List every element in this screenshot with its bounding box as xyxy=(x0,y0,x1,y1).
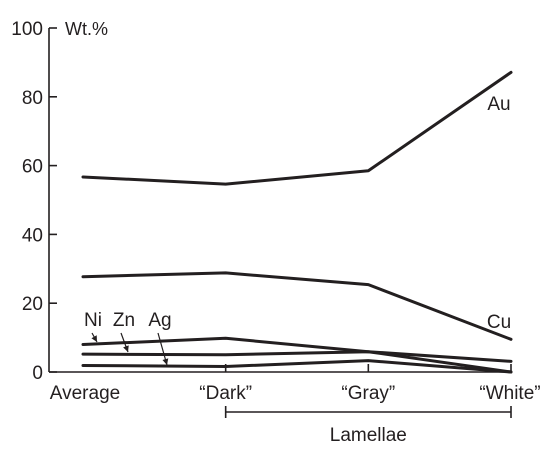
y-tick-label: 20 xyxy=(22,294,43,315)
pointer-arrowhead-ag xyxy=(162,358,169,365)
y-tick-label: 100 xyxy=(11,19,43,40)
series-line-ag xyxy=(81,359,513,374)
series-line-cu xyxy=(81,271,513,341)
series-line-au xyxy=(81,70,513,186)
y-tick-label: 40 xyxy=(22,225,43,246)
x-tick-label: “Dark” xyxy=(199,383,252,404)
y-tick-label: 60 xyxy=(22,157,43,178)
series-label-au: Au xyxy=(487,94,510,115)
series-line-ni xyxy=(81,336,513,374)
x-tick-label: “Gray” xyxy=(341,383,395,404)
series-label-ni: Ni xyxy=(84,310,102,331)
series-label-ag: Ag xyxy=(148,310,171,331)
series-label-zn: Zn xyxy=(113,310,135,331)
y-axis-unit-label: Wt.% xyxy=(65,19,108,39)
series-lines: Au Cu Ni Zn Ag xyxy=(81,70,513,374)
x-ticks: Average “Dark” “Gray” “White” xyxy=(50,364,541,404)
lamellae-bracket: Lamellae xyxy=(224,406,512,446)
bracket-label: Lamellae xyxy=(330,425,407,446)
axes xyxy=(48,28,512,373)
y-ticks: 0 20 40 60 80 100 xyxy=(11,19,57,384)
pointer-arrowhead-zn xyxy=(123,345,129,352)
pointer-arrowhead-ni xyxy=(91,335,97,342)
y-tick-label: 80 xyxy=(22,88,43,109)
x-tick-label: Average xyxy=(50,383,120,404)
series-label-cu: Cu xyxy=(487,312,511,333)
y-tick-label: 0 xyxy=(32,363,43,384)
x-tick-label: “White” xyxy=(479,383,540,404)
series-line-zn xyxy=(81,350,513,363)
